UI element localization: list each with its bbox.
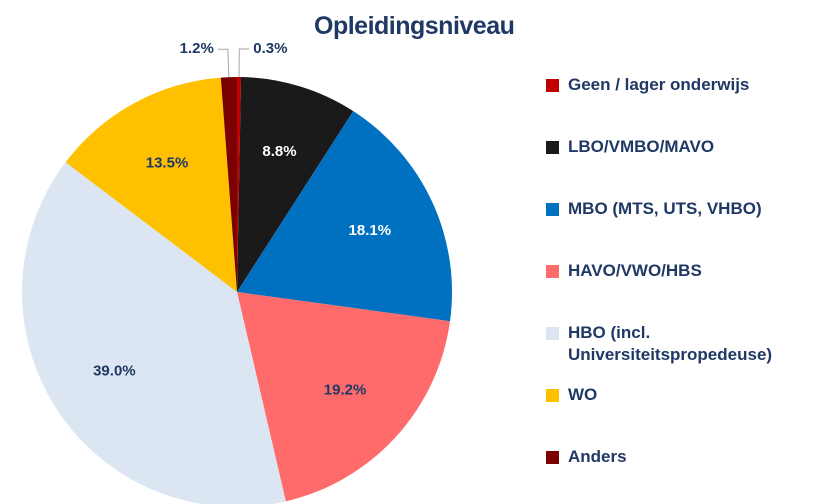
data-label: 13.5%: [146, 155, 189, 172]
legend-label: LBO/VMBO/MAVO: [568, 137, 715, 156]
data-label: 19.2%: [324, 381, 367, 398]
data-label: 39.0%: [93, 363, 136, 380]
pie-slice: [237, 77, 354, 292]
legend-label: HBO (incl. Universiteitspropedeuse): [568, 323, 773, 364]
legend-swatch: [546, 451, 559, 464]
data-label: 8.8%: [262, 143, 296, 160]
data-label: 18.1%: [349, 222, 392, 239]
pie-slice: [220, 77, 237, 292]
data-label: 1.2%: [180, 40, 214, 57]
legend-swatch: [546, 265, 559, 278]
legend-swatch: [546, 79, 559, 92]
legend-swatch: [546, 141, 559, 154]
legend-item: Anders: [546, 446, 814, 468]
legend-label: WO: [568, 385, 598, 404]
legend-item: LBO/VMBO/MAVO: [546, 136, 814, 158]
legend-item: HBO (incl. Universiteitspropedeuse): [546, 322, 814, 366]
pie-slice: [237, 292, 450, 502]
legend-item: HAVO/VWO/HBS: [546, 260, 814, 282]
legend-label: MBO (MTS, UTS, VHBO): [568, 199, 762, 218]
data-label: 0.3%: [253, 40, 287, 57]
legend-item: WO: [546, 384, 814, 406]
pie-slice: [237, 77, 242, 292]
legend-swatch: [546, 327, 559, 340]
legend-swatch: [546, 203, 559, 216]
legend-item: MBO (MTS, UTS, VHBO): [546, 198, 814, 220]
pie-slice: [22, 162, 286, 504]
legend-label: HAVO/VWO/HBS: [568, 261, 702, 280]
leader-line: [238, 48, 250, 78]
pie-slice: [237, 111, 452, 322]
legend-swatch: [546, 389, 559, 402]
legend-label: Anders: [568, 447, 627, 466]
chart-title: Opleidingsniveau: [314, 12, 515, 40]
pie-slice: [65, 77, 238, 292]
legend-label: Geen / lager onderwijs: [568, 75, 750, 94]
legend-item: Geen / lager onderwijs: [546, 74, 814, 96]
leader-line: [217, 48, 230, 78]
